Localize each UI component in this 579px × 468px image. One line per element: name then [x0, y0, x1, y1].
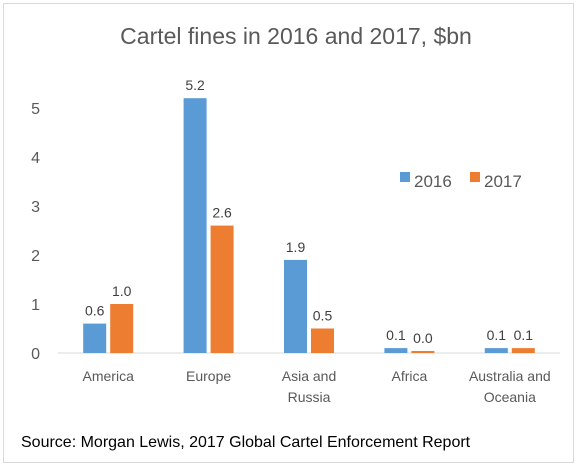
bar-2017 [110, 304, 134, 353]
legend-label-2017: 2017 [484, 172, 522, 191]
data-label: 1.0 [112, 283, 132, 299]
y-tick-label: 2 [31, 248, 40, 265]
x-category-label: America [83, 368, 135, 384]
chart-title: Cartel fines in 2016 and 2017, $bn [120, 23, 472, 49]
x-category-label: Africa [392, 368, 428, 384]
y-tick-label: 1 [31, 297, 40, 314]
data-label: 0.6 [85, 303, 105, 319]
bar-2016 [484, 348, 508, 353]
source-note: Source: Morgan Lewis, 2017 Global Cartel… [21, 434, 471, 451]
y-tick-label: 4 [31, 150, 40, 167]
data-label: 1.9 [286, 239, 306, 255]
x-category-label: Australia and Oceania [469, 368, 551, 405]
bar-2016 [284, 259, 307, 353]
legend-swatch-2016 [400, 172, 410, 182]
bar-2016 [83, 323, 107, 353]
y-tick-label: 3 [31, 199, 40, 216]
x-axis-categories: America Europe Asia and Russia Africa Austral… [83, 368, 551, 405]
x-category-label: Europe [186, 368, 231, 384]
y-tick-label: 5 [31, 101, 40, 118]
x-category-label: Asia and Russia [282, 368, 336, 405]
legend: 2016 2017 [400, 172, 522, 191]
bar-2017 [311, 328, 334, 353]
y-axis: 0 1 2 3 4 5 [31, 101, 40, 363]
data-label: 0.5 [313, 308, 333, 324]
bar-2017 [411, 351, 435, 353]
data-label: 5.2 [185, 77, 205, 93]
y-tick-label: 0 [31, 346, 40, 363]
data-label: 2.6 [212, 205, 232, 221]
bar-2016 [384, 348, 408, 353]
data-label: 0.0 [413, 330, 433, 346]
legend-label-2016: 2016 [414, 172, 452, 191]
bar-2017 [511, 348, 535, 353]
data-label: 0.1 [514, 327, 534, 343]
data-label: 0.1 [386, 327, 406, 343]
legend-swatch-2017 [470, 172, 480, 182]
bar-2016 [183, 98, 207, 353]
bar-2017 [210, 225, 234, 353]
chart-frame [3, 3, 574, 463]
data-label: 0.1 [487, 327, 507, 343]
bars: 0.6 1.0 5.2 2.6 1.9 0.5 0.1 0.0 0.1 0.1 [83, 77, 535, 353]
